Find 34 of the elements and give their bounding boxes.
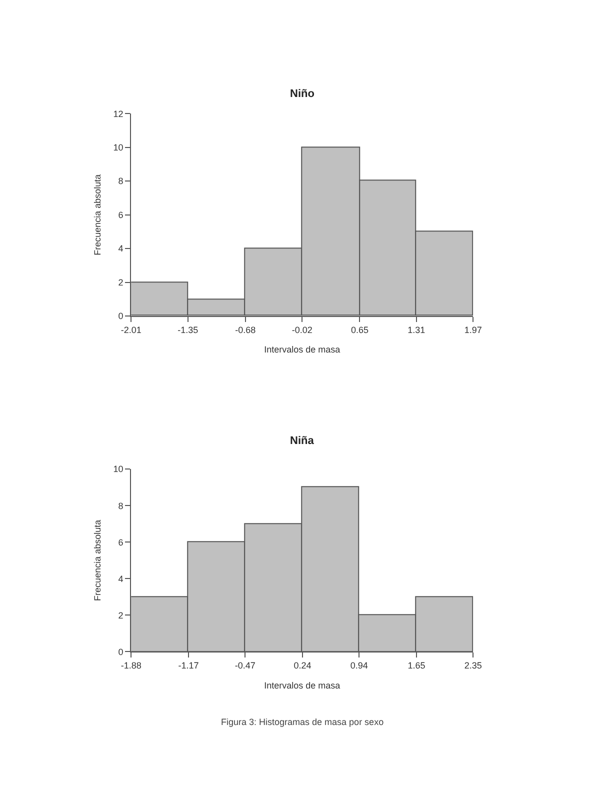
- x-tick-label: -1.88: [120, 660, 142, 671]
- x-tick-label: 2.35: [464, 660, 482, 671]
- x-tick-label: -0.47: [234, 660, 256, 671]
- y-tick-label: 2: [118, 277, 124, 288]
- y-tick-label: 8: [118, 500, 124, 511]
- x-tick-label: 0.65: [350, 324, 368, 335]
- x-tick-label: 1.65: [408, 660, 426, 671]
- chart-title: Niña: [290, 435, 315, 447]
- y-tick-label: 10: [113, 464, 124, 474]
- y-tick-label: 12: [113, 108, 124, 119]
- chart-title: Niño: [290, 88, 315, 100]
- x-tick-label: -2.01: [120, 324, 142, 335]
- y-tick-label: 0: [118, 311, 124, 322]
- y-tick-label: 6: [118, 537, 124, 548]
- y-tick-label: 4: [118, 574, 124, 584]
- x-tick-label: 0.94: [350, 660, 368, 671]
- text: Figura 3: Histogramas de masa por sexo: [221, 717, 384, 727]
- y-tick-label: 8: [118, 176, 124, 186]
- x-axis-title: Intervalos de masa: [264, 680, 340, 690]
- y-tick-label: 2: [118, 610, 124, 620]
- y-tick-label: 4: [118, 244, 124, 254]
- x-tick-label: 1.31: [408, 324, 426, 335]
- y-tick-label: 6: [118, 210, 124, 220]
- x-tick-label: 1.97: [464, 324, 482, 335]
- y-axis-title: Frecuencia absoluta: [92, 520, 103, 601]
- y-axis-title: Frecuencia absoluta: [92, 174, 103, 256]
- x-tick-label: -1.35: [178, 324, 198, 335]
- x-axis-title: Intervalos de masa: [264, 344, 340, 355]
- x-tick-label: 0.24: [294, 660, 312, 671]
- x-tick-label: -1.17: [178, 660, 199, 671]
- x-tick-label: -0.02: [292, 324, 312, 335]
- y-tick-label: 10: [113, 142, 124, 152]
- y-tick-label: 0: [118, 646, 124, 657]
- x-tick-label: -0.68: [235, 324, 256, 335]
